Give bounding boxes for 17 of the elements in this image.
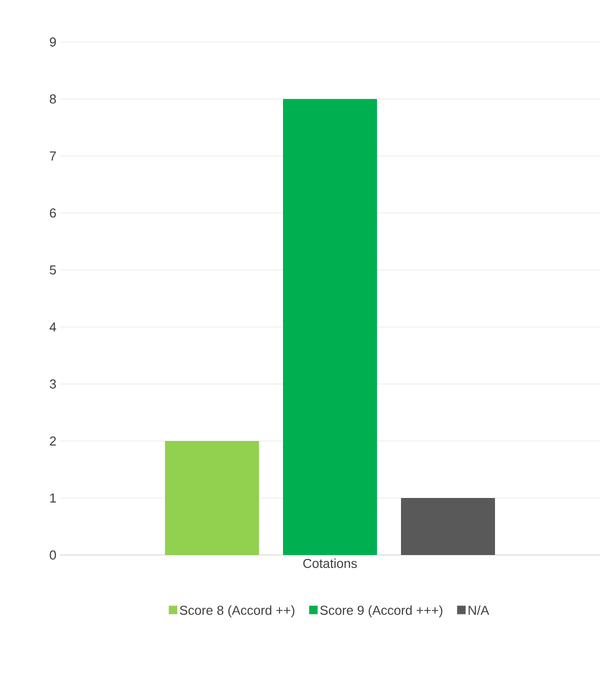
y-tick-label: 3	[50, 379, 56, 389]
y-tick-label: 2	[50, 436, 56, 446]
y-tick-label: 9	[50, 37, 56, 47]
y-tick-label: 1	[50, 494, 56, 502]
legend-label: Score 8 (Accord ++)	[180, 605, 294, 618]
legend-label: Score 9 (Accord +++)	[320, 605, 442, 618]
legend-label: N/A	[468, 605, 490, 615]
bar	[165, 441, 259, 555]
bar	[401, 498, 496, 555]
y-tick-label: 8	[50, 94, 56, 104]
y-tick-label: 4	[50, 322, 56, 332]
y-tick-label: 6	[50, 208, 56, 218]
y-tick-label: 5	[50, 265, 56, 275]
bar	[283, 99, 378, 555]
x-tick-label: Cotations	[303, 558, 357, 568]
y-tick-label: 7	[50, 152, 56, 160]
y-tick-label: 0	[50, 550, 56, 560]
